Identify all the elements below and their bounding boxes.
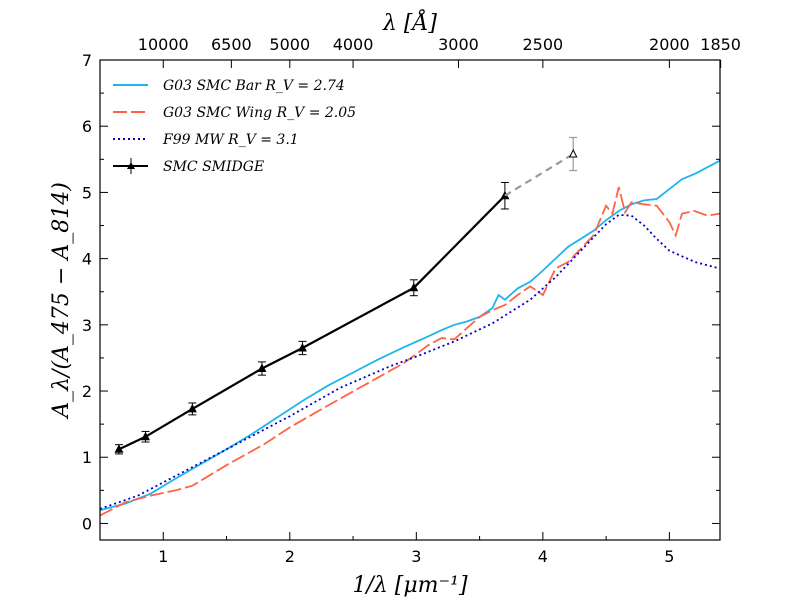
- x-tick-label-2: 3: [411, 547, 421, 566]
- series-line-0: [100, 159, 720, 512]
- series-line-2: [100, 213, 720, 510]
- data-point-marker: [257, 363, 267, 373]
- y-tick-label-6: 6: [82, 117, 92, 136]
- legend-label-0: G03 SMC Bar R_V = 2.74: [163, 78, 345, 94]
- extrapolation-line: [504, 153, 574, 197]
- y-axis-title: A_λ/(A_475 − A_814): [49, 182, 74, 420]
- legend-label-3: SMC SMIDGE: [163, 159, 264, 175]
- marker-layer: [114, 136, 578, 455]
- legend-marker: [127, 162, 135, 169]
- top-tick-label-7: 1850: [700, 35, 741, 54]
- x-tick-label-0: 1: [158, 547, 168, 566]
- data-point-marker: [297, 343, 307, 352]
- series-line-1: [100, 186, 720, 517]
- data-point-marker: [114, 444, 124, 453]
- y-tick-label-7: 7: [82, 51, 92, 70]
- top-tick-label-3: 4000: [333, 35, 374, 54]
- y-tick-label-3: 3: [82, 316, 92, 335]
- top-tick-label-1: 6500: [211, 35, 252, 54]
- top-tick-label-0: 10000: [138, 35, 189, 54]
- x-tick-label-3: 4: [538, 547, 548, 566]
- top-tick-label-2: 5000: [269, 35, 310, 54]
- ticks-layer: 1 2 3 4 5 0 1 2 3 4 5 6 7 10000 6500 5000 4000 3000 2500 20…: [82, 35, 741, 566]
- y-tick-label-0: 0: [82, 514, 92, 533]
- legend-label-2: F99 MW R_V = 3.1: [162, 132, 299, 148]
- y-tick-label-4: 4: [82, 250, 92, 269]
- legend-label-1: G03 SMC Wing R_V = 2.05: [163, 105, 356, 121]
- y-tick-label-1: 1: [82, 448, 92, 467]
- top-tick-label-6: 2000: [649, 35, 690, 54]
- x-tick-label-1: 2: [285, 547, 295, 566]
- plot-frame: [99, 59, 721, 541]
- x-tick-label-4: 5: [664, 547, 674, 566]
- y-tick-label-5: 5: [82, 183, 92, 202]
- data-point-marker: [187, 403, 197, 413]
- legend: G03 SMC Bar R_V = 2.74 G03 SMC Wing R_V =…: [113, 78, 356, 175]
- extrapolated-point-marker: [568, 148, 578, 158]
- data-point-marker: [141, 431, 151, 441]
- data-point-marker: [409, 282, 419, 292]
- x-axis-title: 1/λ [μm⁻¹]: [352, 573, 468, 598]
- top-tick-label-5: 2500: [522, 35, 563, 54]
- y-tick-label-2: 2: [82, 382, 92, 401]
- top-tick-label-4: 3000: [438, 35, 479, 54]
- plot-area: [100, 60, 720, 540]
- top-axis-title: λ [Å]: [382, 8, 437, 36]
